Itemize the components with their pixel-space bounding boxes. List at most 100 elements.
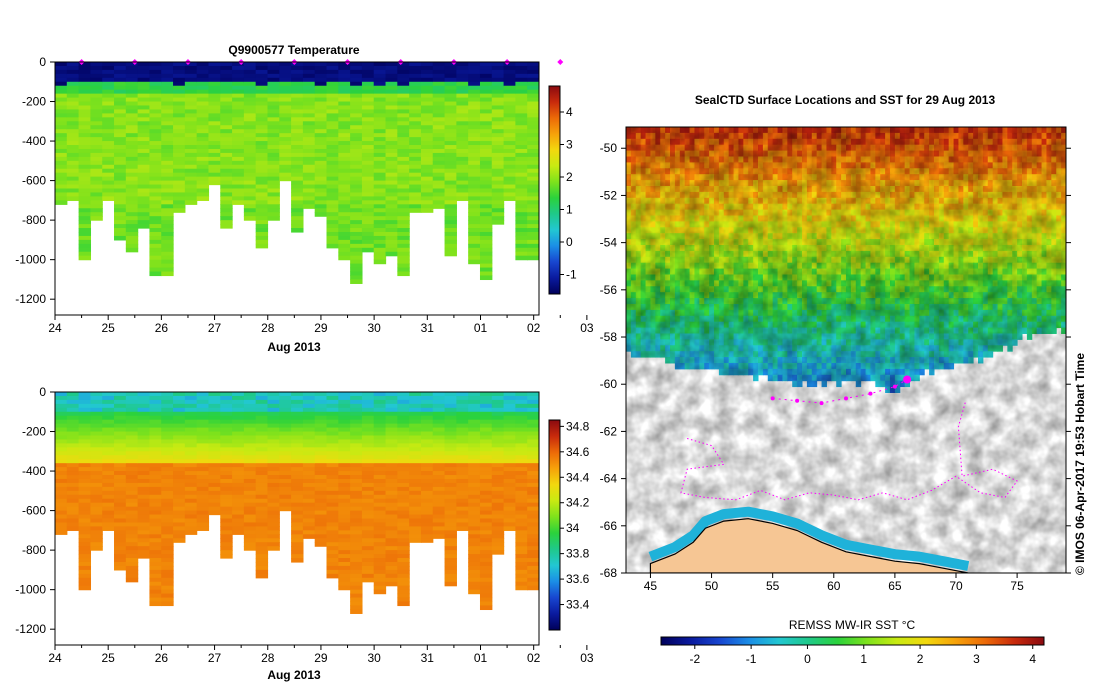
heatmap-cell (291, 200, 304, 205)
heatmap-cell (137, 494, 151, 500)
heatmap-cell (361, 228, 375, 233)
heatmap-cell (409, 423, 422, 429)
heatmap-cell (409, 475, 422, 480)
heatmap-cell (479, 208, 493, 213)
heatmap-cell (373, 411, 387, 417)
heatmap-cell (302, 156, 316, 162)
heatmap-cell (361, 565, 375, 571)
heatmap-cell (149, 451, 162, 456)
heatmap-cell (196, 423, 210, 429)
heatmap-cell (350, 243, 363, 249)
heatmap-cell (373, 542, 387, 547)
heatmap-cell (208, 129, 221, 134)
heatmap-cell (243, 152, 257, 158)
heatmap-cell (515, 141, 528, 146)
heatmap-cell (361, 85, 375, 91)
heatmap-cell (161, 435, 174, 441)
heatmap-cell (114, 77, 127, 83)
heatmap-cell (184, 172, 198, 178)
heatmap-cell (184, 455, 198, 460)
heatmap-cell (491, 538, 505, 543)
heatmap-cell (161, 125, 174, 130)
heatmap-cell (90, 399, 103, 405)
heatmap-cell (314, 435, 328, 441)
heatmap-cell (220, 145, 233, 150)
heatmap-cell (409, 137, 422, 142)
heatmap-cell (208, 176, 221, 182)
heatmap-cell (232, 475, 245, 480)
heatmap-cell (326, 184, 339, 190)
heatmap-cell (243, 101, 257, 107)
heatmap-cell (527, 407, 539, 413)
heatmap-cell (409, 164, 422, 170)
heatmap-cell (149, 585, 162, 591)
heatmap-cell (232, 403, 245, 409)
heatmap-cell (302, 172, 316, 178)
heatmap-cell (515, 228, 528, 233)
sst-field (626, 127, 1066, 573)
heatmap-cell (444, 141, 457, 146)
heatmap-cell (314, 188, 328, 194)
heatmap-cell (385, 180, 398, 186)
heatmap-cell (125, 573, 139, 579)
heatmap-cell (149, 542, 162, 547)
heatmap-cell (420, 89, 434, 95)
heatmap-cell (220, 168, 233, 174)
heatmap-cell (326, 471, 339, 476)
heatmap-cell (267, 463, 280, 468)
heatmap-cell (420, 148, 434, 154)
heatmap-cell (491, 522, 505, 527)
heatmap-cell (338, 561, 351, 567)
heatmap-cell (491, 152, 505, 158)
heatmap-cell (243, 542, 257, 547)
heatmap-cell (78, 502, 92, 508)
heatmap-cell (468, 546, 481, 551)
heatmap-cell (208, 486, 221, 492)
heatmap-cell (267, 502, 280, 508)
heatmap-cell (173, 109, 186, 114)
heatmap-cell (173, 471, 186, 476)
heatmap-cell (515, 494, 528, 500)
heatmap-cell (55, 184, 68, 190)
heatmap-cell (125, 554, 139, 559)
heatmap-cell (220, 89, 233, 95)
heatmap-cell (267, 471, 280, 476)
heatmap-cell (373, 164, 387, 170)
heatmap-cell (184, 395, 198, 401)
heatmap-cell (184, 526, 198, 531)
heatmap-cell (161, 251, 174, 257)
heatmap-cell (444, 93, 457, 99)
x-tick-label: 30 (367, 321, 381, 335)
heatmap-cell (173, 506, 186, 512)
heatmap-cell (149, 89, 162, 95)
heatmap-cell (232, 498, 245, 504)
heatmap-cell (515, 231, 528, 237)
heatmap-cell (255, 411, 269, 417)
heatmap-cell (420, 65, 434, 71)
heatmap-cell (102, 502, 115, 508)
heatmap-cell (515, 113, 528, 118)
heatmap-cell (503, 97, 516, 103)
heatmap-cell (137, 85, 151, 91)
heatmap-cell (350, 231, 363, 237)
heatmap-cell (137, 172, 151, 178)
heatmap-cell (479, 180, 493, 186)
heatmap-cell (267, 168, 280, 174)
heatmap-cell (196, 196, 210, 201)
heatmap-cell (302, 121, 316, 126)
heatmap-cell (385, 109, 398, 114)
heatmap-cell (125, 172, 139, 178)
heatmap-cell (220, 439, 233, 444)
heatmap-cell (515, 482, 528, 488)
heatmap-cell (432, 164, 446, 170)
heatmap-cell (255, 224, 269, 229)
heatmap-cell (173, 459, 186, 464)
heatmap-cell (385, 475, 398, 480)
heatmap-cell (338, 239, 351, 245)
heatmap-cell (432, 172, 446, 178)
heatmap-cell (137, 220, 151, 225)
heatmap-cell (479, 62, 493, 67)
heatmap-cell (102, 431, 115, 437)
heatmap-cell (184, 471, 198, 476)
heatmap-cell (220, 85, 233, 91)
